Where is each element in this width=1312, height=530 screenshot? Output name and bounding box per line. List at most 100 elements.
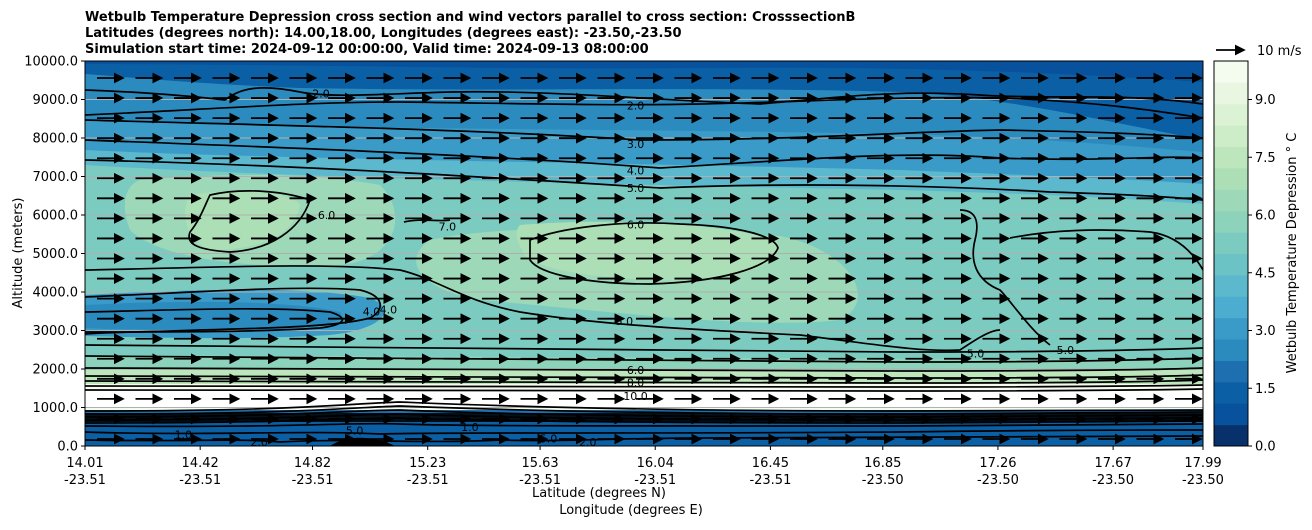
contour-label: 2.0 (627, 99, 645, 112)
x-tick-label-lat: 15.23 (409, 456, 446, 471)
colorbar-swatch (1214, 339, 1248, 361)
colorbar-swatch (1214, 103, 1248, 126)
contour-label: 4.0 (627, 165, 645, 178)
colorbar-tick-label: 1.5 (1255, 382, 1276, 397)
contour-labels: 2.02.03.04.05.06.06.07.04.0 4.05.05.0 5.06… (175, 88, 1075, 449)
contour-label: 1.0 (461, 421, 479, 434)
x-tick-label-lat: 17.99 (1184, 456, 1221, 471)
y-tick-label: 5000.0 (33, 247, 79, 262)
y-tick-label: 9000.0 (33, 93, 79, 108)
colorbar-swatch (1214, 296, 1248, 319)
contour-low-7 (85, 388, 1203, 392)
x-tick-label-lat: 16.85 (864, 456, 901, 471)
x-tick-label-lon: -23.51 (64, 473, 106, 488)
bl-dark-1 (85, 413, 1203, 422)
colorbar-tick-label: 3.0 (1255, 324, 1276, 339)
y-tick-label: 1000.0 (33, 401, 79, 416)
bl-contour-2 (85, 405, 1203, 415)
contour-low-4 (85, 374, 1203, 379)
colorbar-swatch (1214, 403, 1248, 426)
x-tick-label-lat: 17.67 (1095, 456, 1132, 471)
chart-title-line-2: Latitudes (degrees north): 14.00,18.00, … (85, 26, 682, 41)
contour-label: 1.0 (175, 428, 193, 441)
contour-low-5 (85, 379, 1203, 384)
colorbar-tick-label: 6.0 (1255, 209, 1276, 224)
bl-contour-7 (85, 429, 1203, 435)
contour-label: 5.0 (1057, 344, 1075, 357)
y-tick-label: 2000.0 (33, 363, 79, 378)
wind-vectors (97, 72, 1203, 445)
colorbar: 0.0 1.5 3.0 4.5 6.0 7.5 9.0 (1213, 60, 1276, 455)
y-tick-label: 3000.0 (33, 324, 79, 339)
colorbar-swatch (1214, 360, 1248, 383)
colorbar-swatch (1214, 146, 1248, 169)
contour-low-1 (85, 344, 1203, 353)
colorbar-swatch (1214, 125, 1248, 148)
contour-label: 6.0 (627, 364, 645, 377)
colorbar-swatch (1214, 167, 1248, 190)
contour-label: 2.0 (579, 436, 597, 449)
field-top-darkest (85, 61, 1203, 82)
colorbar-swatch (1214, 210, 1248, 233)
colorbar-swatch (1214, 61, 1248, 83)
contour-label: 5.0 (627, 182, 645, 195)
colorbar-swatch (1214, 424, 1248, 447)
contour-label: 4.0 (363, 305, 381, 318)
x-axis: 14.01 -23.51 14.42 -23.51 14.82 -23.51 15.23 -2… (64, 446, 1224, 488)
x-tick-label-lon: -23.51 (519, 473, 561, 488)
x-tick-label-lon: -23.51 (179, 473, 221, 488)
colorbar-swatch (1214, 317, 1248, 340)
contour-4-left-2 (85, 307, 344, 333)
contour-low-2 (85, 355, 1203, 363)
colorbar-swatch (1214, 189, 1248, 212)
contour-label: 5.0 (616, 315, 634, 328)
contour-label: 3.0 (627, 138, 645, 151)
y-tick-label: 8000.0 (33, 132, 79, 147)
contour-5-right (959, 209, 1203, 346)
x-tick-label-lon: -23.50 (1182, 473, 1224, 488)
colorbar-tick-label: 7.5 (1255, 151, 1276, 166)
contour-label: 7.0 (439, 221, 457, 234)
x-tick-label-lon: -23.51 (749, 473, 791, 488)
x-tick-label-lat: 14.82 (294, 456, 331, 471)
contour-low-6 (85, 384, 1203, 388)
y-tick-label: 7000.0 (33, 170, 79, 185)
colorbar-swatch (1214, 274, 1248, 297)
y-axis-label: Altitude (meters) (11, 198, 26, 309)
x-tick-label-lon: -23.50 (862, 473, 904, 488)
contour-low-3 (85, 367, 1203, 372)
contour-label: 6.0 (627, 219, 645, 232)
contour-4 (85, 139, 1203, 169)
contour-label: 5.0 (540, 432, 558, 445)
x-tick-label-lon: -23.50 (1092, 473, 1134, 488)
x-tick-label-lat: 16.45 (752, 456, 789, 471)
colorbar-frame (1213, 60, 1249, 447)
contour-label: 5.0 (967, 348, 985, 361)
contour-label: 2.0 (250, 436, 268, 449)
x-tick-label-lat: 15.63 (521, 456, 558, 471)
contour-label: 6.0 (318, 209, 336, 222)
chart-title-line-1: Wetbulb Temperature Depression cross sec… (85, 10, 855, 25)
bl-contour-6 (85, 422, 1203, 428)
colorbar-swatch (1214, 82, 1248, 105)
x-tick-label-lat: 16.04 (637, 456, 674, 471)
x-tick-label-lon: -23.51 (407, 473, 449, 488)
contour-label: 5.0 (346, 425, 364, 438)
x-tick-label-lon: -23.51 (634, 473, 676, 488)
contour-label: 8.0 (627, 376, 645, 389)
y-tick-label: 4000.0 (33, 286, 79, 301)
x-axis-label-lon: Longitude (degrees E) (559, 503, 703, 518)
contour-label: 2.0 (312, 88, 330, 101)
contour-label: 10.0 (623, 390, 648, 403)
contour-2-lower (85, 96, 1203, 119)
y-tick-label: 6000.0 (33, 209, 79, 224)
quiver-key-label: 10 m/s (1257, 44, 1302, 59)
y-tick-label: 10000.0 (24, 55, 78, 70)
y-axis: 0.0 1000.0 2000.0 3000.0 4000.0 5000.0 6000.0 7… (24, 55, 85, 455)
y-tick-label: 0.0 (57, 440, 78, 455)
colorbar-swatch (1214, 381, 1248, 404)
plot-area: 2.02.03.04.05.06.06.07.04.0 4.05.05.0 5.06… (85, 61, 1203, 449)
colorbar-swatch (1214, 253, 1248, 276)
x-tick-label-lon: -23.51 (292, 473, 334, 488)
